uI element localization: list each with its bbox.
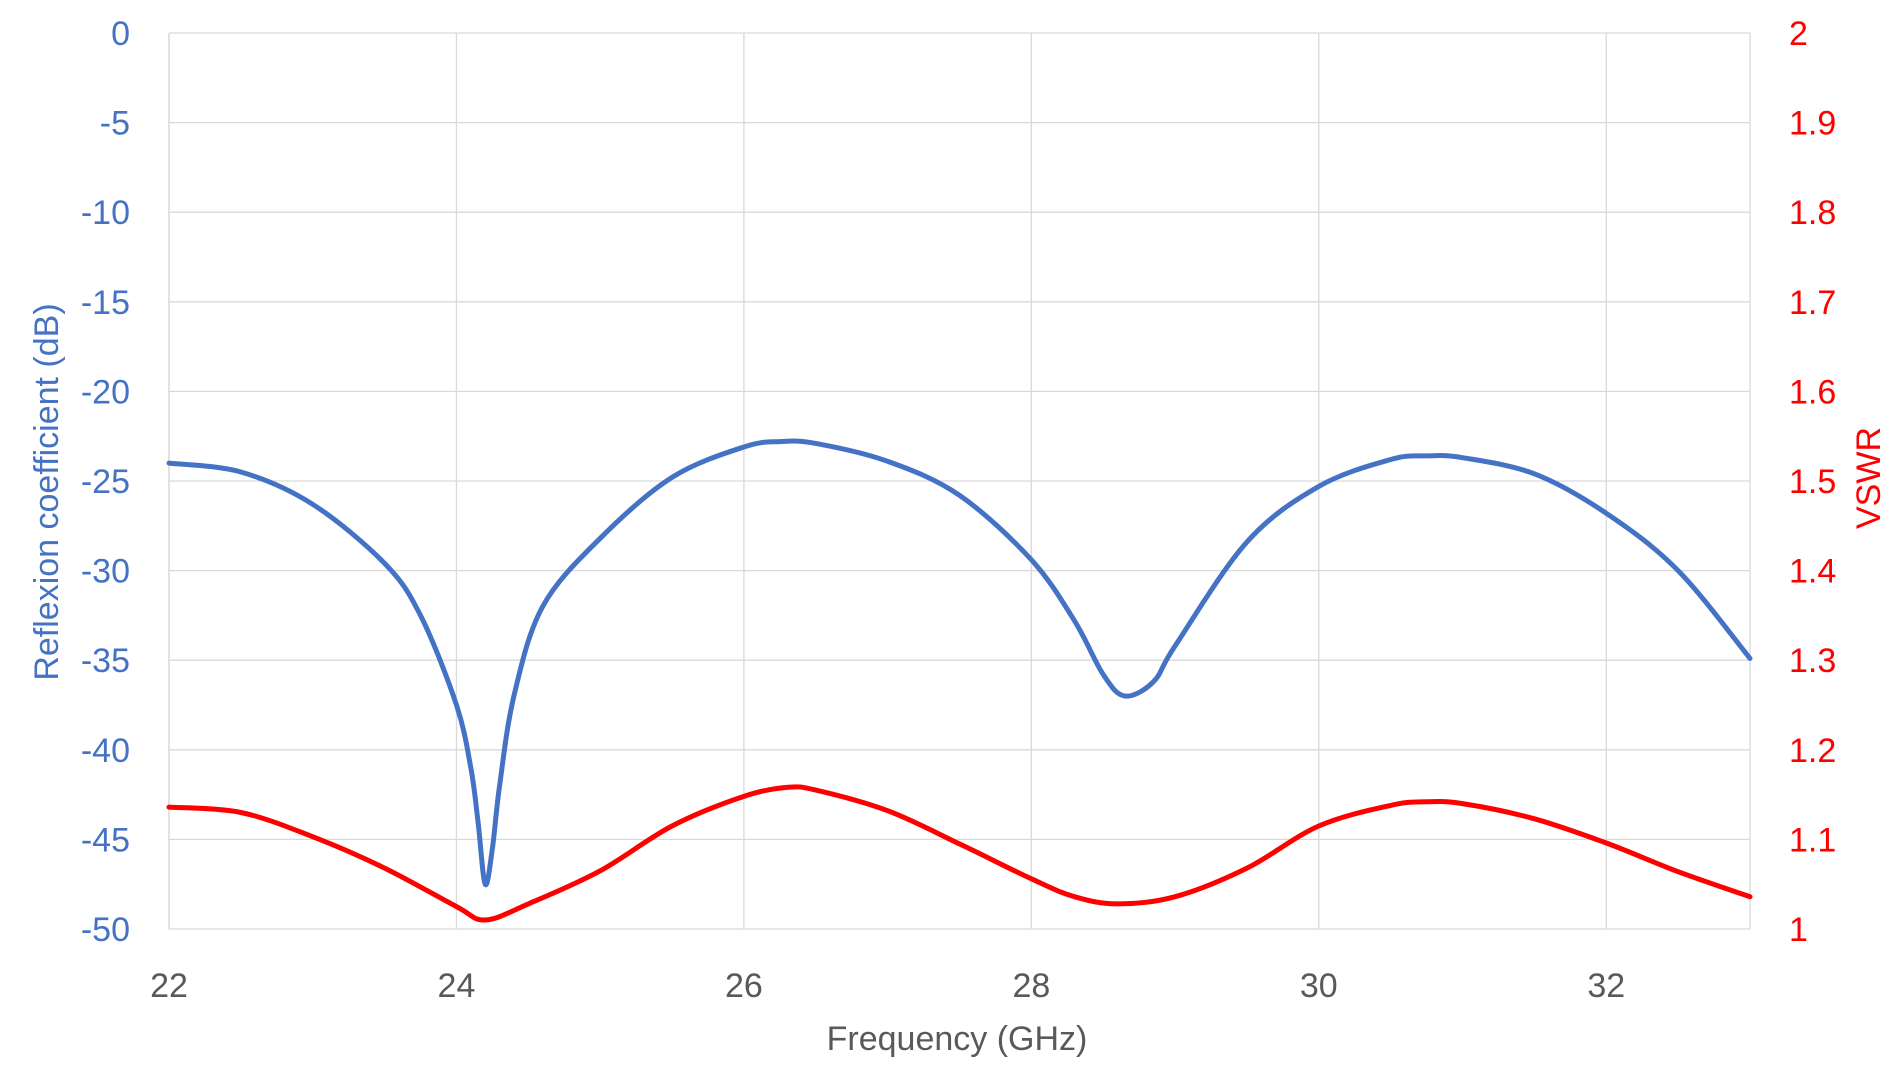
right-y-tick-label: 1.1	[1789, 821, 1836, 859]
left-y-tick-label: -20	[81, 373, 130, 411]
x-tick-label: 32	[1587, 967, 1625, 1005]
right-y-tick-label: 1.9	[1789, 105, 1836, 143]
right-y-tick-label: 1.3	[1789, 642, 1836, 680]
left-y-tick-label: -45	[81, 821, 130, 859]
right-y-tick-label: 1.2	[1789, 732, 1836, 770]
right-y-axis-title: VSWR	[1850, 427, 1888, 529]
tick-labels: 0 -5 -10 -15 -20 -25 -30 -35 -40 -45 -50 2 1.9 1.8 1.7…	[81, 15, 1836, 1005]
left-y-tick-label: -40	[81, 732, 130, 770]
left-y-tick-label: -35	[81, 642, 130, 680]
x-tick-label: 30	[1300, 967, 1338, 1005]
left-y-axis-title: Reflexion coefficient (dB)	[28, 303, 66, 680]
x-tick-label: 22	[150, 967, 188, 1005]
left-y-tick-label: -50	[81, 911, 130, 949]
right-y-tick-label: 2	[1789, 15, 1808, 53]
x-tick-label: 24	[438, 967, 476, 1005]
left-y-tick-label: -5	[100, 105, 130, 143]
left-y-tick-label: 0	[111, 15, 130, 53]
series-lines	[166, 438, 1753, 923]
x-tick-label: 26	[725, 967, 763, 1005]
left-y-tick-label: -10	[81, 194, 130, 232]
right-y-tick-label: 1.6	[1789, 373, 1836, 411]
right-y-tick-label: 1.8	[1789, 194, 1836, 232]
gridlines	[168, 32, 1751, 930]
vswr-series-line	[166, 784, 1753, 923]
x-tick-label: 28	[1012, 967, 1050, 1005]
left-y-tick-label: -30	[81, 553, 130, 591]
right-y-tick-label: 1.4	[1789, 553, 1836, 591]
right-y-tick-label: 1.7	[1789, 284, 1836, 322]
left-y-tick-label: -15	[81, 284, 130, 322]
right-y-tick-label: 1	[1789, 911, 1808, 949]
reflexion-series-line	[166, 438, 1753, 888]
left-y-tick-label: -25	[81, 463, 130, 501]
right-y-tick-label: 1.5	[1789, 463, 1836, 501]
x-axis-title: Frequency (GHz)	[827, 1020, 1088, 1058]
